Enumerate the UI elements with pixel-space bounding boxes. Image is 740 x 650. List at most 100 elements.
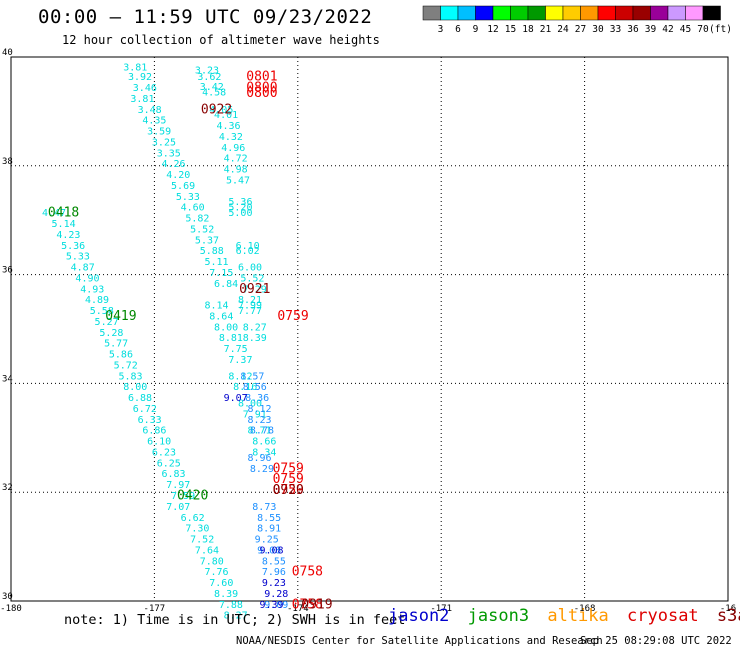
wave-height-point: 3.46 [133, 83, 157, 94]
wave-height-point: 3.81 [130, 94, 154, 105]
wave-height-point: 4.20 [166, 170, 190, 181]
wave-height-point: 6.25 [157, 458, 181, 469]
wave-height-point: 6.00 [238, 263, 262, 274]
colorbar-tick-label: 3 [438, 24, 444, 35]
wave-height-point: 8.73 [252, 502, 276, 513]
wave-height-point: 4.05 [209, 105, 233, 116]
wave-height-point: 3.92 [128, 72, 152, 83]
wave-height-point: 8.55 [257, 513, 281, 524]
wave-height-point: 4.35 [142, 116, 166, 127]
legend-jason2: jason2 [388, 606, 450, 626]
wave-height-point: 8.78 [250, 426, 274, 437]
wave-height-point: 5.82 [185, 214, 209, 225]
wave-height-point: 5.37 [195, 235, 219, 246]
wave-height-point: 6.33 [138, 415, 162, 426]
wave-height-point: 5.83 [118, 371, 142, 382]
wave-height-point: 6.84 [214, 279, 238, 290]
colorbar-tick-label: 36 [627, 24, 639, 35]
wave-height-point: 3.25 [152, 137, 176, 148]
colorbar-tick-label: 39 [645, 24, 657, 35]
pass-time-label: 0419 [105, 309, 136, 324]
wave-height-point: 9.23 [262, 578, 286, 589]
wave-height-point: 4.90 [75, 273, 99, 284]
x-tick-label: -177 [144, 604, 166, 614]
wave-height-point: 9.25 [255, 535, 279, 546]
pass-time-label: 0759 [277, 309, 308, 324]
wave-height-point: 7.91 [243, 409, 267, 420]
wave-height-point: 4.93 [80, 284, 104, 295]
wave-height-point: 5.69 [171, 181, 195, 192]
wave-height-point: 8.12 [228, 371, 252, 382]
y-tick-label: 34 [2, 374, 13, 384]
wave-height-point: 7.29 [243, 284, 267, 295]
wave-height-point: 5.27 [95, 317, 119, 328]
plot-border [10, 56, 729, 602]
pass-time-label: 0920 [273, 483, 304, 498]
wave-height-point: 5.00 [228, 208, 252, 219]
wave-height-point: 5.77 [104, 339, 128, 350]
wave-height-point: 6.02 [236, 246, 260, 257]
wave-height-point: 4.36 [216, 121, 240, 132]
wave-height-point: 7.96 [262, 567, 286, 578]
wave-height-point: 7.99 [238, 301, 262, 312]
pass-time-label: 0922 [201, 102, 232, 117]
pass-time-label: 0758 [292, 597, 323, 612]
wave-height-point: 8.12 [248, 404, 272, 415]
legend: jason2 jason3 altika cryosat s3a [388, 606, 740, 626]
chart-title: 00:00 – 11:59 UTC 09/23/2022 [38, 6, 373, 28]
wave-height-point: 8.56 [243, 382, 267, 393]
wave-height-point: 8.00 [123, 382, 147, 393]
y-tick-label: 38 [2, 157, 13, 167]
wave-height-point: 6.10 [147, 437, 171, 448]
wave-height-point: 8.00 [214, 322, 238, 333]
wave-height-point: 7.97 [166, 480, 190, 491]
wave-height-point: 4.60 [181, 203, 205, 214]
wave-height-point: 7.76 [204, 567, 228, 578]
wave-height-point: 8.36 [245, 393, 269, 404]
wave-height-point: 4.26 [161, 159, 185, 170]
colorbar-tick-label: 6 [455, 24, 461, 35]
wave-height-point: 5.52 [240, 273, 264, 284]
wave-height-point: 8.29 [250, 464, 274, 475]
wave-height-point: 6.83 [161, 469, 185, 480]
colorbar-tick-label: 15 [505, 24, 516, 35]
wave-height-point: 7.15 [209, 268, 233, 279]
wave-height-point: 3.42 [200, 82, 224, 93]
wave-height-point: 8.64 [209, 311, 233, 322]
wave-height-point: 8.34 [252, 447, 276, 458]
wave-height-point: 5.33 [66, 252, 90, 263]
wave-height-point: 5.20 [228, 203, 252, 214]
legend-s3a: s3a [716, 606, 740, 626]
wave-height-point: 5.52 [190, 224, 214, 235]
wave-height-point: 8.27 [224, 611, 248, 620]
wave-height-point: 7.80 [200, 556, 224, 567]
wave-height-point: 4.23 [56, 230, 80, 241]
wave-height-point: 9.08 [257, 545, 281, 556]
wave-height-point: 3.59 [147, 127, 171, 138]
wave-height-point: 7.07 [166, 502, 190, 513]
legend-jason3: jason3 [467, 606, 530, 626]
wave-height-point: 8.66 [252, 437, 276, 448]
wave-height-point: 8.00 [238, 399, 262, 410]
wave-height-point: 3.62 [197, 72, 221, 83]
wave-height-point: 9.08 [259, 545, 283, 556]
wave-height-point: 5.14 [52, 219, 76, 230]
colorbar-tick-label: 27 [575, 24, 586, 35]
colorbar-tick-label: 33 [610, 24, 621, 35]
wave-height-point: 7.52 [190, 535, 214, 546]
wave-height-point: 8.55 [262, 556, 286, 567]
wave-height-point: 9.09 [264, 600, 288, 611]
wave-height-point: 7.59 [171, 491, 195, 502]
wave-height-point: 8.91 [257, 524, 281, 535]
y-tick-label: 32 [2, 483, 13, 493]
wave-height-point: 6.72 [133, 404, 157, 415]
colorbar-swatch [702, 5, 721, 21]
x-tick-label: -168 [574, 604, 596, 614]
plot-area: -180 -177 -174 -171 -168 -163032343638403.813… [0, 48, 736, 620]
colorbar-tick-label: 30 [592, 24, 604, 35]
wave-height-point: 7.60 [209, 578, 233, 589]
wave-height-point: 4.47 [42, 208, 66, 219]
wave-height-point: 8.71 [248, 426, 272, 437]
wave-height-point: 5.36 [228, 197, 252, 208]
pass-time-label: 0420 [177, 489, 208, 504]
